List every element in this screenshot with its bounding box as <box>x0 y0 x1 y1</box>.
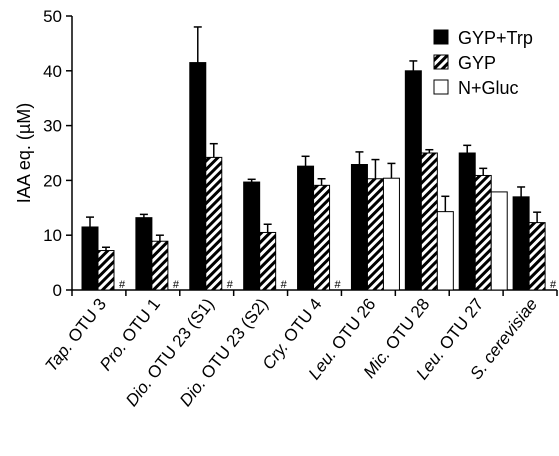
legend-label: GYP+Trp <box>458 28 533 48</box>
bar-solid <box>81 226 99 291</box>
bar-solid <box>297 165 315 291</box>
legend-label: GYP <box>458 53 496 73</box>
bar-solid <box>404 70 422 291</box>
bar-hatched <box>151 240 169 291</box>
legend-label: N+Gluc <box>458 78 519 98</box>
y-tick-label: 40 <box>43 62 62 81</box>
y-tick-label: 20 <box>43 171 62 190</box>
bar-hatched <box>259 231 277 291</box>
bar-solid <box>135 217 153 291</box>
bar-white <box>382 177 400 291</box>
bar-hatched <box>474 174 492 291</box>
bar-solid <box>458 152 476 291</box>
bar-hatched <box>528 222 546 291</box>
not-detected-marker: # <box>281 279 288 291</box>
bar-hatched <box>420 152 438 291</box>
bar-white <box>436 211 454 291</box>
not-detected-marker: # <box>173 279 180 291</box>
y-tick-label: 10 <box>43 226 62 245</box>
y-tick-label: 50 <box>43 7 62 26</box>
y-tick-label: 0 <box>53 281 62 300</box>
bar-hatched <box>313 184 331 291</box>
legend: GYP+Trp GYP N+Gluc <box>433 28 533 98</box>
bar-hatched <box>366 178 384 291</box>
not-detected-marker: # <box>550 279 557 291</box>
legend-swatch-hatched <box>433 54 449 70</box>
legend-swatch-solid <box>433 29 449 45</box>
bar-solid <box>350 164 368 291</box>
bar-hatched <box>97 250 115 291</box>
y-tick-label: 30 <box>43 117 62 136</box>
not-detected-marker: # <box>119 279 126 291</box>
bar-solid <box>512 196 530 291</box>
bar-solid <box>189 62 207 291</box>
bar-hatched <box>205 156 223 291</box>
legend-swatch-white <box>433 79 449 95</box>
bar-white <box>490 191 508 291</box>
bar-solid <box>243 181 261 291</box>
not-detected-marker: # <box>227 279 234 291</box>
not-detected-marker: # <box>334 279 341 291</box>
y-axis-title: IAA eq. (µM) <box>14 103 34 203</box>
